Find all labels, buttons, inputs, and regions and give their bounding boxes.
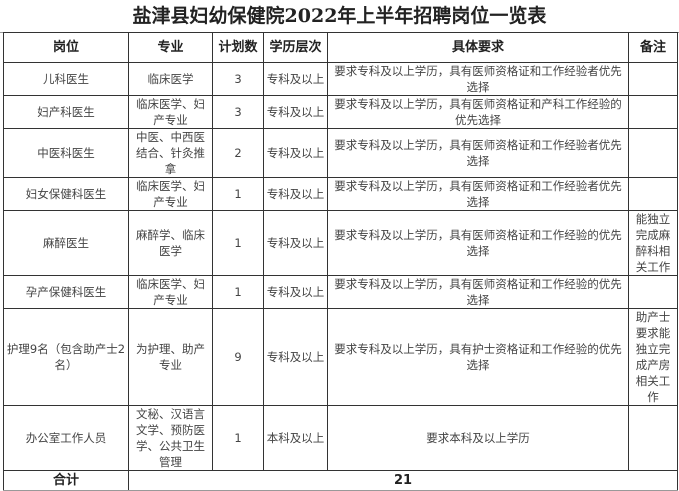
table-row: 妇产科医生 临床医学、妇产专业 3 专科及以上 要求专科及以上学历，具有医师资格证和产科… [3,95,678,129]
header-major: 专业 [128,32,213,63]
cell-requirements: 要求专科及以上学历，具有医师资格证和工作经验的优先选择 [327,275,629,309]
header-position: 岗位 [3,32,129,63]
cell-education: 专科及以上 [263,62,328,96]
header-education: 学历层次 [263,32,328,63]
table-row: 护理9名（包含助产士2名） 为护理、助产专业 9 专科及以上 要求专科及以上学历，具有护… [3,308,678,406]
cell-count: 1 [212,177,264,211]
total-label: 合计 [3,470,129,491]
cell-count: 2 [212,128,264,178]
cell-requirements: 要求专科及以上学历，具有医师资格证和产科工作经验的优先选择 [327,95,629,129]
cell-education: 专科及以上 [263,210,328,276]
cell-requirements: 要求专科及以上学历，具有医师资格证和工作经验者优先选择 [327,62,629,96]
cell-remarks [628,177,678,211]
cell-requirements: 要求专科及以上学历，具有医师资格证和工作经验者优先选择 [327,128,629,178]
page-title: 盐津县妇幼保健院2022年上半年招聘岗位一览表 [0,0,679,33]
table-row: 办公室工作人员 文秘、汉语言文学、预防医学、公共卫生管理 1 本科及以上 要求本科及以上… [3,405,678,471]
cell-major: 中医、中西医结合、针灸推拿 [128,128,213,178]
cell-remarks [628,405,678,471]
cell-remarks [628,128,678,178]
cell-count: 9 [212,308,264,406]
cell-major: 临床医学、妇产专业 [128,95,213,129]
cell-remarks: 能独立完成麻醉科相关工作 [628,210,678,276]
cell-count: 1 [212,405,264,471]
cell-requirements: 要求专科及以上学历，具有医师资格证和工作经验者优先选择 [327,177,629,211]
table-row: 孕产保健科医生 临床医学、妇产专业 1 专科及以上 要求专科及以上学历，具有医师资格证和… [3,275,678,309]
table-row: 儿科医生 临床医学 3 专科及以上 要求专科及以上学历，具有医师资格证和工作经验者优先选… [3,62,678,96]
cell-major: 临床医学 [128,62,213,96]
cell-count: 1 [212,275,264,309]
cell-position: 儿科医生 [3,62,129,96]
header-row: 岗位 专业 计划数 学历层次 具体要求 备注 [3,32,678,63]
table-row: 妇女保健科医生 临床医学、妇产专业 1 专科及以上 要求专科及以上学历，具有医师资格证和… [3,177,678,211]
total-value: 21 [128,470,678,491]
cell-position: 麻醉医生 [3,210,129,276]
cell-requirements: 要求专科及以上学历，具有护士资格证和工作经验的优先选择 [327,308,629,406]
cell-count: 3 [212,62,264,96]
table-row: 中医科医生 中医、中西医结合、针灸推拿 2 专科及以上 要求专科及以上学历，具有医师资格… [3,128,678,178]
cell-major: 为护理、助产专业 [128,308,213,406]
cell-education: 专科及以上 [263,95,328,129]
header-count: 计划数 [212,32,264,63]
cell-major: 麻醉学、临床医学 [128,210,213,276]
cell-remarks [628,62,678,96]
cell-education: 专科及以上 [263,308,328,406]
cell-requirements: 要求专科及以上学历，具有医师资格证和工作经验的优先选择 [327,210,629,276]
cell-education: 专科及以上 [263,275,328,309]
cell-position: 妇女保健科医生 [3,177,129,211]
header-remarks: 备注 [628,32,678,63]
cell-education: 专科及以上 [263,128,328,178]
cell-remarks [628,95,678,129]
cell-position: 办公室工作人员 [3,405,129,471]
header-requirements: 具体要求 [327,32,629,63]
recruitment-table: 岗位 专业 计划数 学历层次 具体要求 备注 儿科医生 临床医学 3 专科及以上 要求专… [3,32,678,491]
cell-major: 文秘、汉语言文学、预防医学、公共卫生管理 [128,405,213,471]
cell-position: 妇产科医生 [3,95,129,129]
cell-count: 3 [212,95,264,129]
cell-requirements: 要求本科及以上学历 [327,405,629,471]
table-row: 麻醉医生 麻醉学、临床医学 1 专科及以上 要求专科及以上学历，具有医师资格证和工作经验… [3,210,678,276]
cell-remarks: 助产士要求能独立完成产房相关工作 [628,308,678,406]
cell-education: 专科及以上 [263,177,328,211]
cell-position: 护理9名（包含助产士2名） [3,308,129,406]
cell-count: 1 [212,210,264,276]
cell-remarks [628,275,678,309]
cell-major: 临床医学、妇产专业 [128,177,213,211]
cell-education: 本科及以上 [263,405,328,471]
cell-position: 孕产保健科医生 [3,275,129,309]
cell-major: 临床医学、妇产专业 [128,275,213,309]
total-row: 合计 21 [3,470,678,491]
cell-position: 中医科医生 [3,128,129,178]
